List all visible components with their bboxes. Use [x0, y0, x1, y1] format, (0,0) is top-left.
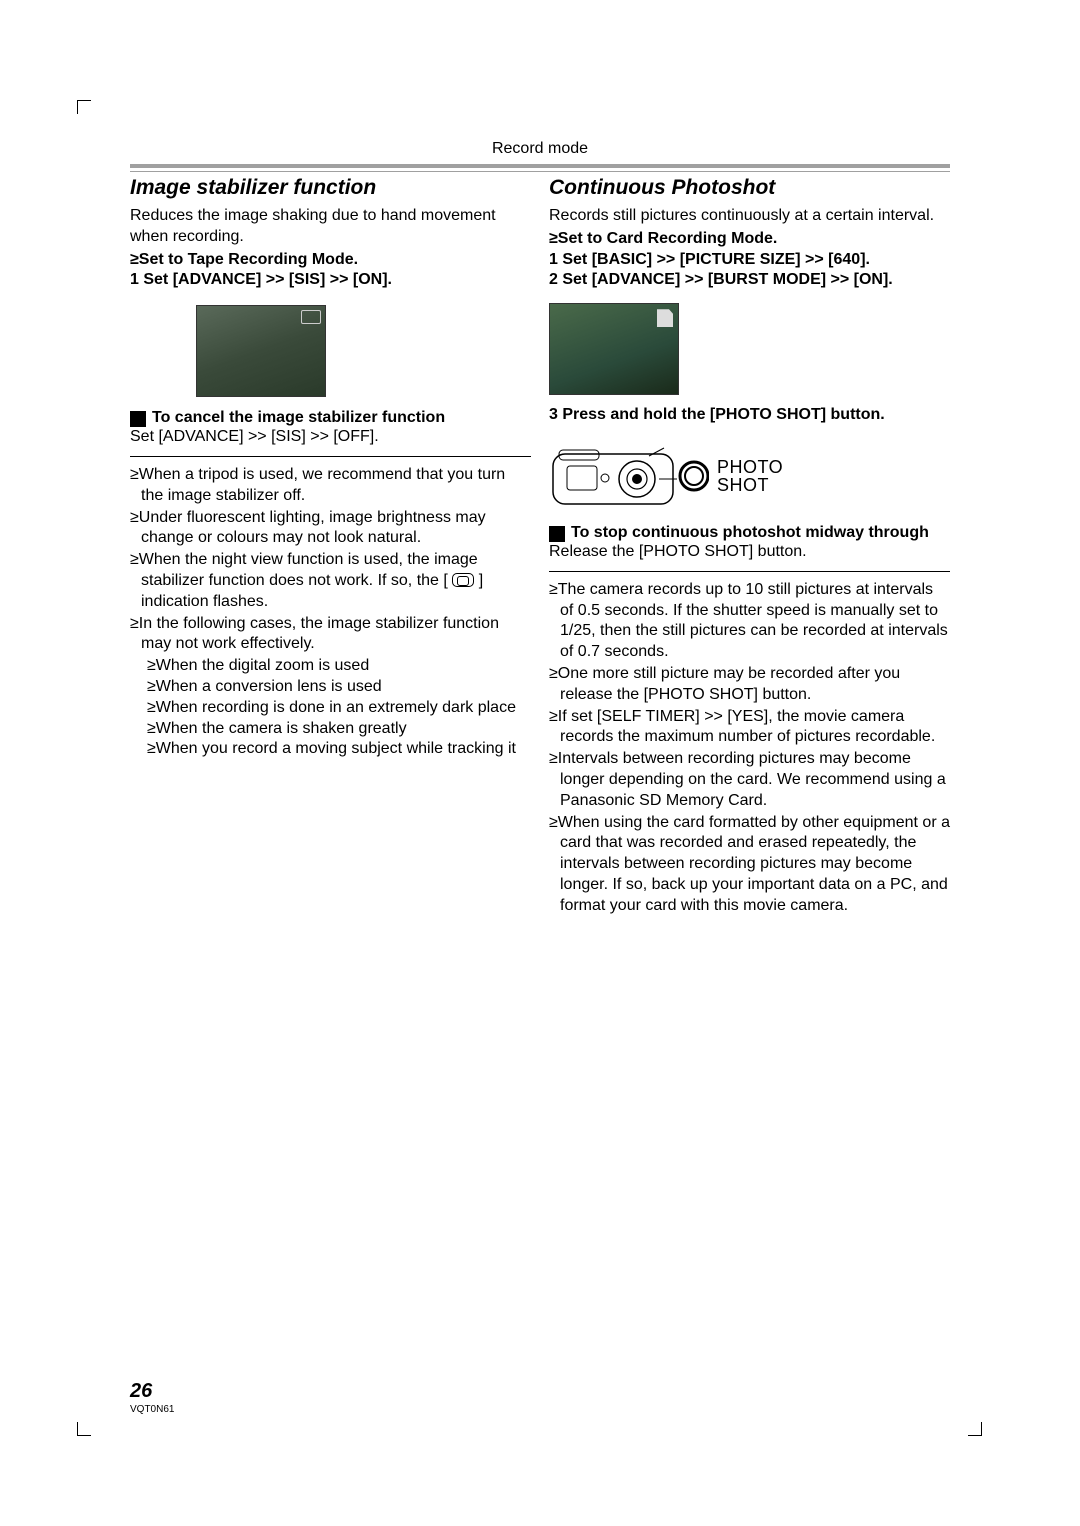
left-subnote: When the camera is shaken greatly [130, 719, 531, 740]
night-view-icon [452, 573, 474, 587]
crop-mark-tl [77, 100, 91, 114]
cancel-heading: To cancel the image stabilizer function [130, 409, 531, 427]
left-section-title: Image stabilizer function [130, 176, 531, 200]
right-section-title: Continuous Photoshot [549, 176, 950, 200]
cancel-body: Set [ADVANCE] >> [SIS] >> [OFF]. [130, 427, 531, 448]
left-note: In the following cases, the image stabil… [130, 614, 531, 656]
square-bullet-icon [130, 411, 146, 427]
square-bullet-icon [549, 526, 565, 542]
doc-reference: VQT0N61 [130, 1404, 174, 1415]
left-mode-note: Set to Tape Recording Mode. [130, 250, 531, 271]
stop-body: Release the [PHOTO SHOT] button. [549, 542, 950, 563]
right-step-1: 1 Set [BASIC] >> [PICTURE SIZE] >> [640]… [549, 250, 950, 271]
stop-heading: To stop continuous photoshot midway thro… [549, 524, 950, 542]
left-notes: When a tripod is used, we recommend that… [130, 465, 531, 760]
crop-mark-bl [77, 1422, 91, 1436]
left-note: When the night view function is used, th… [130, 550, 531, 612]
stabilizer-illustration [196, 305, 326, 397]
stop-heading-text: To stop continuous photoshot midway thro… [571, 524, 929, 542]
right-note: When using the card formatted by other e… [549, 813, 950, 917]
photo-shot-label: PHOTO SHOT [717, 458, 783, 494]
right-divider [549, 571, 950, 572]
right-note: Intervals between recording pictures may… [549, 749, 950, 811]
right-notes: The camera records up to 10 still pictur… [549, 580, 950, 917]
page-number: 26 [130, 1380, 152, 1403]
left-note: When a tripod is used, we recommend that… [130, 465, 531, 507]
camera-svg-icon [549, 436, 709, 516]
right-step-2: 2 Set [ADVANCE] >> [BURST MODE] >> [ON]. [549, 270, 950, 291]
right-note: The camera records up to 10 still pictur… [549, 580, 950, 663]
right-step-3: 3 Press and hold the [PHOTO SHOT] button… [549, 405, 950, 426]
left-subnote: When recording is done in an extremely d… [130, 698, 531, 719]
cancel-heading-text: To cancel the image stabilizer function [152, 409, 445, 427]
left-note: Under fluorescent lighting, image bright… [130, 508, 531, 550]
stabilizer-icon [301, 310, 321, 324]
card-icon [657, 309, 673, 327]
right-note: If set [SELF TIMER] >> [YES], the movie … [549, 707, 950, 749]
right-intro: Records still pictures continuously at a… [549, 206, 950, 227]
crop-mark-br [968, 1422, 982, 1436]
left-subnote: When a conversion lens is used [130, 677, 531, 698]
header-mode: Record mode [130, 140, 950, 158]
left-column: Image stabilizer function Reduces the im… [130, 176, 531, 918]
burst-illustration [549, 303, 679, 395]
page-content: Record mode Image stabilizer function Re… [130, 140, 950, 918]
right-mode-note: Set to Card Recording Mode. [549, 229, 950, 250]
right-note: One more still picture may be recorded a… [549, 664, 950, 706]
left-intro: Reduces the image shaking due to hand mo… [130, 206, 531, 248]
camera-illustration: PHOTO SHOT [549, 436, 950, 516]
columns: Image stabilizer function Reduces the im… [130, 176, 950, 918]
header-rule [130, 164, 950, 172]
left-step-1: 1 Set [ADVANCE] >> [SIS] >> [ON]. [130, 270, 531, 291]
left-subnote: When the digital zoom is used [130, 656, 531, 677]
right-column: Continuous Photoshot Records still pictu… [549, 176, 950, 918]
left-divider [130, 456, 531, 457]
left-subnote: When you record a moving subject while t… [130, 739, 531, 760]
